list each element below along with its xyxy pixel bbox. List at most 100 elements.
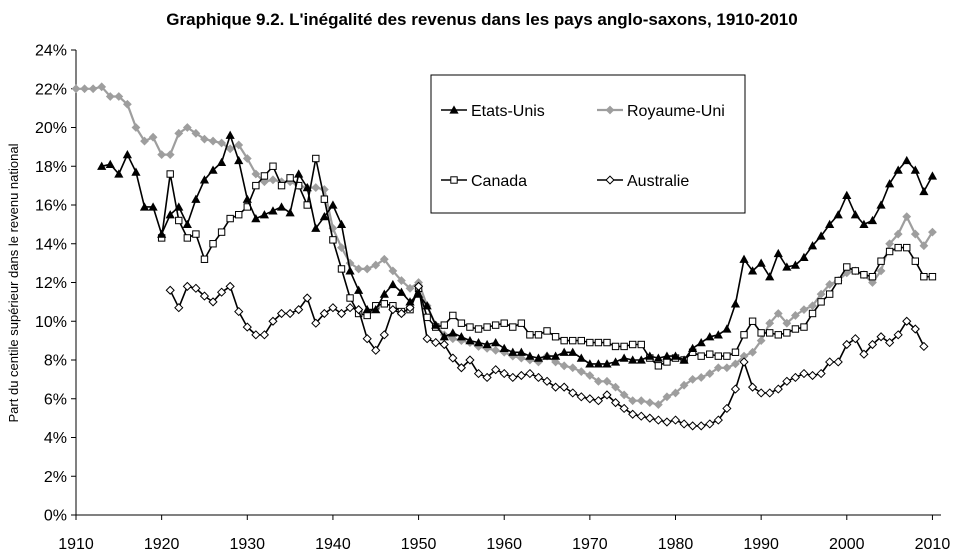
data-point-australie: [799, 368, 809, 379]
data-point-etats-unis: [653, 353, 663, 362]
data-point-etats-unis: [396, 287, 407, 296]
data-point-royaume-uni: [928, 227, 937, 237]
data-point-canada: [851, 267, 860, 275]
data-point-australie: [311, 318, 321, 328]
data-point-etats-unis: [885, 179, 895, 188]
x-tick-label: 1950: [401, 536, 437, 553]
data-point-etats-unis: [182, 219, 192, 229]
data-point-canada: [843, 263, 851, 271]
legend-marker-royaume-uni: [605, 105, 615, 115]
series-australie: [165, 281, 929, 431]
x-tick-label: 1980: [658, 536, 694, 553]
data-point-canada: [312, 154, 320, 163]
data-point-etats-unis: [602, 359, 612, 368]
data-point-canada: [517, 319, 526, 327]
data-point-australie: [422, 334, 432, 344]
data-point-canada: [748, 317, 757, 325]
data-point-etats-unis: [336, 219, 347, 229]
data-point-canada: [551, 333, 560, 341]
legend-item-royaume-uni: Royaume-Uni: [597, 103, 725, 120]
data-point-australie: [268, 316, 278, 326]
data-point-royaume-uni: [71, 84, 81, 94]
data-point-royaume-uni: [225, 144, 235, 154]
data-point-etats-unis: [199, 175, 210, 184]
x-tick-label: 1990: [743, 536, 779, 553]
data-point-canada: [834, 276, 842, 285]
data-point-royaume-uni: [371, 260, 381, 270]
data-point-australie: [174, 303, 184, 313]
data-point-canada: [277, 181, 286, 190]
data-point-australie: [208, 297, 218, 307]
x-tick-label: 1920: [144, 536, 180, 553]
data-point-canada: [543, 327, 551, 335]
data-point-etats-unis: [285, 208, 295, 217]
data-point-canada: [791, 325, 800, 333]
data-point-etats-unis: [354, 285, 364, 294]
data-point-royaume-uni: [525, 355, 535, 365]
data-point-canada: [740, 331, 748, 339]
x-tick-label: 1930: [229, 536, 265, 553]
data-point-royaume-uni: [679, 380, 689, 390]
data-point-canada: [860, 271, 868, 279]
data-point-royaume-uni: [491, 345, 501, 355]
data-point-australie: [550, 382, 561, 392]
data-point-australie: [259, 330, 270, 340]
data-point-australie: [499, 368, 509, 379]
data-point-canada: [286, 174, 294, 182]
data-point-royaume-uni: [748, 347, 757, 357]
x-tick-label: 1940: [315, 536, 351, 553]
data-point-australie: [251, 330, 261, 340]
data-point-royaume-uni: [97, 82, 107, 92]
data-point-royaume-uni: [105, 92, 115, 101]
data-point-australie: [165, 285, 175, 295]
data-point-canada: [303, 201, 311, 209]
data-point-australie: [653, 415, 663, 425]
data-point-etats-unis: [431, 320, 441, 329]
data-point-canada: [474, 325, 483, 333]
data-point-etats-unis: [705, 332, 715, 341]
data-point-etats-unis: [807, 241, 818, 250]
data-point-etats-unis: [525, 351, 535, 360]
data-point-etats-unis: [234, 155, 244, 165]
data-point-royaume-uni: [242, 154, 252, 163]
data-point-etats-unis: [456, 332, 466, 341]
data-point-royaume-uni: [722, 363, 732, 373]
data-point-canada: [252, 181, 260, 190]
data-point-etats-unis: [302, 182, 312, 192]
data-point-etats-unis: [242, 194, 252, 203]
data-point-etats-unis: [259, 210, 270, 219]
data-point-etats-unis: [876, 200, 886, 209]
data-point-etats-unis: [747, 266, 758, 275]
data-point-canada: [577, 336, 585, 345]
data-point-etats-unis: [739, 254, 749, 263]
data-point-royaume-uni: [611, 382, 620, 392]
data-point-etats-unis: [268, 206, 278, 215]
data-point-royaume-uni: [568, 363, 578, 373]
data-point-royaume-uni: [277, 177, 286, 187]
data-point-australie: [542, 376, 552, 386]
x-tick-label: 2010: [915, 536, 951, 553]
data-point-royaume-uni: [688, 374, 698, 384]
data-point-royaume-uni: [696, 373, 706, 382]
data-point-etats-unis: [251, 213, 261, 223]
data-point-etats-unis: [448, 328, 458, 337]
data-point-etats-unis: [533, 353, 544, 362]
y-tick-label: 8%: [44, 353, 67, 370]
data-point-royaume-uni: [653, 400, 663, 409]
data-point-etats-unis: [405, 297, 415, 306]
legend-item-canada: Canada: [441, 173, 527, 190]
data-point-etats-unis: [319, 212, 329, 221]
data-point-etats-unis: [610, 357, 621, 366]
data-point-royaume-uni: [217, 138, 226, 148]
data-point-etats-unis: [799, 252, 809, 261]
data-point-canada: [466, 323, 474, 331]
y-axis-label: Part du centile supérieur dans le revenu…: [6, 143, 21, 422]
data-point-australie: [679, 419, 689, 429]
data-point-etats-unis: [225, 130, 235, 139]
y-tick-label: 10%: [35, 314, 67, 331]
data-point-etats-unis: [859, 219, 869, 229]
data-point-royaume-uni: [354, 264, 364, 274]
data-point-etats-unis: [139, 202, 150, 211]
data-point-etats-unis: [157, 229, 167, 238]
data-point-royaume-uni: [808, 301, 817, 311]
